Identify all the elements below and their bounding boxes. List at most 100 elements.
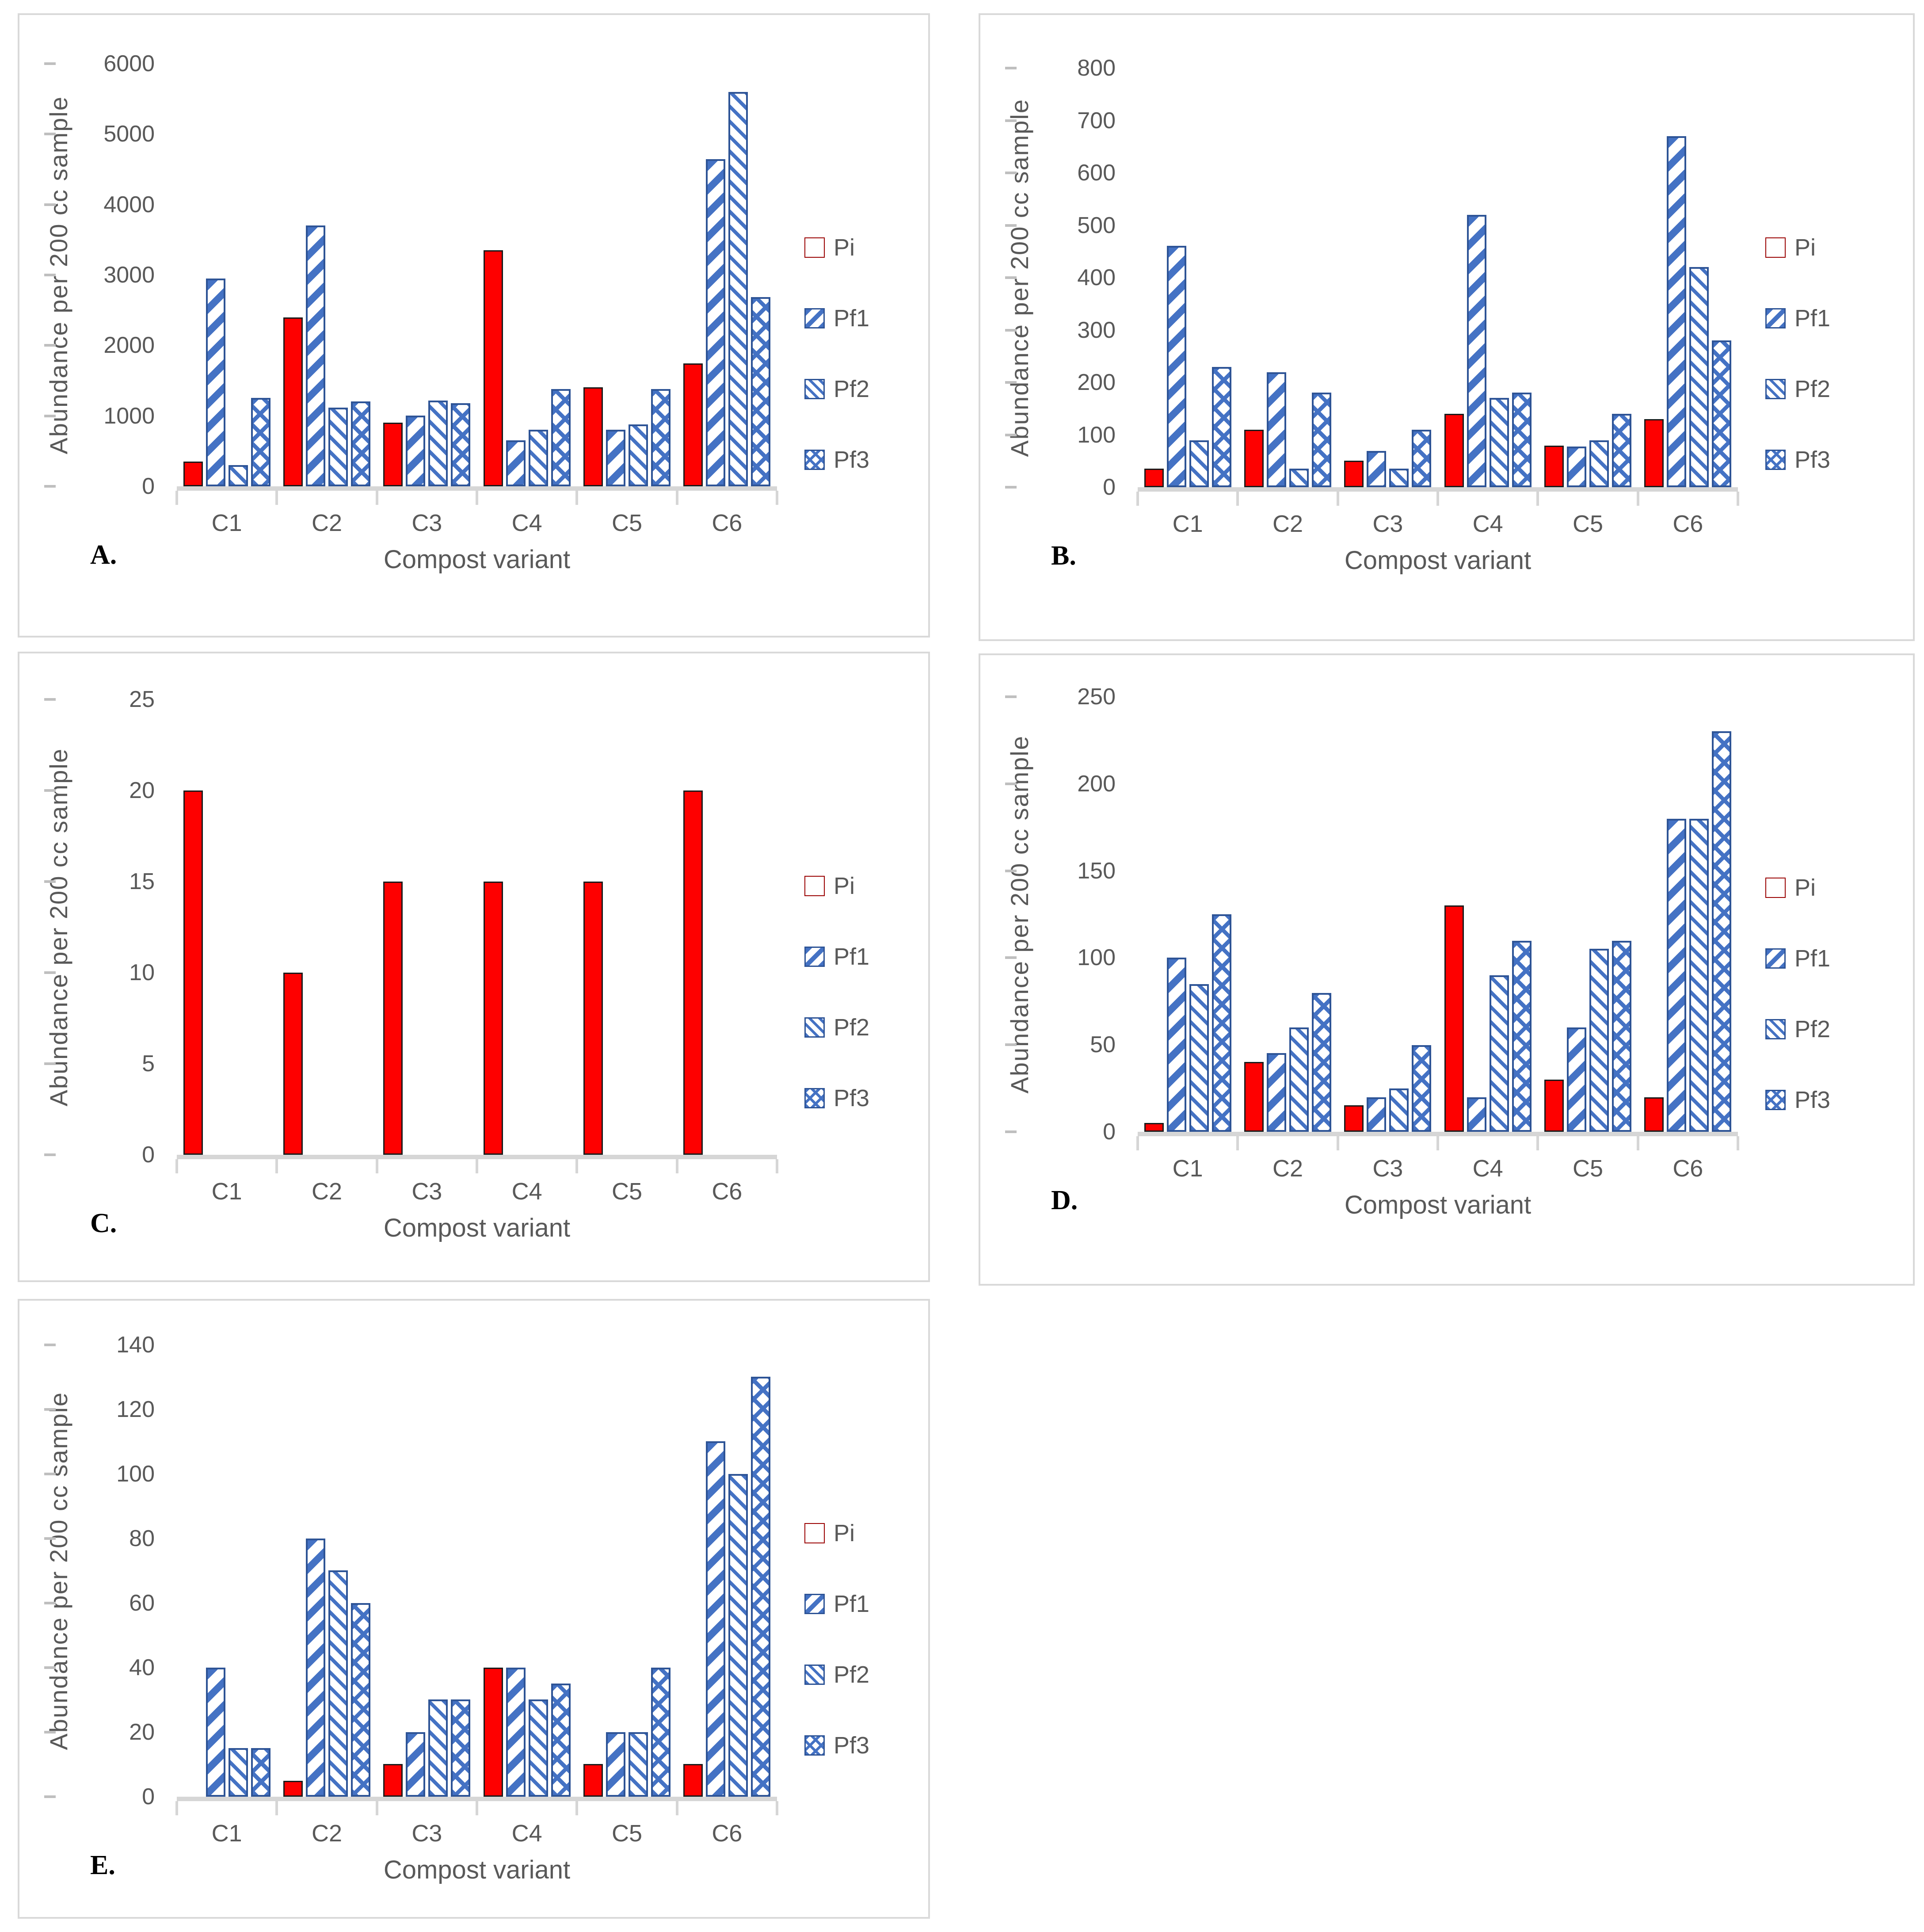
bar-pi-c3 [1344, 461, 1364, 487]
y-tick-label: 6000 [103, 51, 155, 76]
y-tick-label: 500 [1077, 212, 1116, 238]
legend-swatch-pf3-icon [1765, 450, 1786, 470]
x-axis-title: Compost variant [1344, 1191, 1532, 1219]
legend-item-pf1: Pf1 [804, 1591, 869, 1617]
x-axis-tick [1136, 492, 1139, 506]
bar-pf2-c5 [1589, 949, 1609, 1132]
bar-pf3-c4 [1512, 393, 1532, 487]
panel-letter: C. [90, 1208, 117, 1238]
y-tick-mark [1005, 119, 1017, 122]
legend-label: Pf2 [1794, 376, 1831, 402]
x-axis-tick [776, 1159, 778, 1173]
bar-pf3-c2 [351, 1603, 370, 1797]
x-axis-tick [675, 491, 678, 505]
y-tick-mark [44, 344, 56, 347]
x-axis-title: Compost variant [383, 1214, 571, 1242]
y-tick-label: 100 [116, 1461, 155, 1487]
bar-pf1-c3 [1367, 1097, 1387, 1132]
x-axis-tick [275, 1159, 278, 1173]
legend-item-pf3: Pf3 [1765, 1087, 1830, 1113]
x-category-label: C2 [1272, 511, 1303, 537]
legend-label: Pf3 [834, 447, 870, 473]
x-axis-tick [375, 491, 378, 505]
y-tick-mark [44, 1795, 56, 1798]
bar-pf2-c4 [1489, 398, 1509, 487]
y-tick-mark [1005, 224, 1017, 227]
legend-swatch-pf1-icon [804, 947, 825, 967]
chart-panel-b: Abundance per 200 cc sample 0 100 200 300 400… [979, 13, 1915, 641]
y-tick-label: 25 [129, 687, 155, 712]
bar-pf3-c5 [651, 389, 671, 486]
chart-panel-e: Abundance per 200 cc sample 0 20 40 60 80 100 1… [18, 1299, 930, 1919]
y-tick-mark [44, 1408, 56, 1411]
y-tick-label: 0 [1103, 474, 1116, 500]
x-category-label: C6 [1673, 511, 1703, 537]
legend: Pi Pf1 Pf2 Pf3 [804, 873, 937, 1129]
legend-label: Pf2 [834, 376, 870, 402]
bar-pf2-c3 [428, 401, 448, 486]
x-category-label: C2 [311, 510, 343, 536]
bar-pi-c6 [683, 363, 703, 486]
bar-pf2-c2 [328, 408, 348, 486]
x-category-label: C1 [1172, 1155, 1203, 1182]
legend-label: Pf1 [1794, 305, 1831, 332]
panel-letter: B. [1051, 541, 1076, 571]
legend-swatch-pf2-icon [804, 1017, 825, 1038]
legend-swatch-pf3-icon [804, 450, 825, 470]
panel-letter: A. [90, 540, 117, 570]
y-tick-mark [44, 1537, 56, 1540]
bar-pf2-c2 [1289, 469, 1309, 487]
bar-pi-c5 [1544, 1080, 1564, 1132]
y-tick-mark [44, 203, 56, 206]
legend: Pi Pf1 Pf2 Pf3 [804, 234, 937, 491]
y-tick-label: 80 [129, 1526, 155, 1551]
legend-label: Pf2 [1794, 1016, 1831, 1042]
bar-pf3-c3 [1412, 1045, 1432, 1132]
x-axis-tick [675, 1801, 678, 1815]
y-tick-label: 0 [142, 473, 155, 499]
y-tick-mark [1005, 869, 1017, 872]
y-tick-mark [44, 880, 56, 883]
y-tick-mark [44, 1344, 56, 1346]
bar-pi-c4 [1444, 414, 1464, 487]
bar-pf3-c6 [1712, 731, 1732, 1132]
bar-pf3-c1 [1212, 367, 1231, 487]
legend-swatch-pf3-icon [804, 1088, 825, 1108]
legend-item-pi: Pi [1765, 234, 1816, 261]
legend-swatch-pf2-icon [804, 379, 825, 399]
bar-pi-c2 [283, 973, 303, 1155]
legend-item-pf1: Pf1 [1765, 945, 1830, 972]
bar-pf2-c6 [1689, 267, 1709, 487]
bar-pf3-c5 [1612, 414, 1631, 487]
y-tick-mark [1005, 1130, 1017, 1133]
y-tick-label: 4000 [103, 191, 155, 218]
y-tick-mark [1005, 381, 1017, 384]
bar-pf1-c2 [306, 1539, 325, 1797]
y-axis-title: Abundance per 200 cc sample [1002, 697, 1037, 1132]
bar-pf3-c5 [1612, 941, 1631, 1132]
legend: Pi Pf1 Pf2 Pf3 [1765, 874, 1898, 1131]
legend-label: Pf3 [1794, 447, 1831, 473]
y-tick-label: 700 [1077, 107, 1116, 134]
bar-pf2-c2 [1289, 1027, 1309, 1132]
y-tick-label: 60 [129, 1590, 155, 1616]
y-tick-mark [44, 62, 56, 65]
legend-swatch-pi-icon [1765, 237, 1786, 258]
x-axis-tick [1536, 1136, 1539, 1150]
bar-pf1-c4 [506, 440, 526, 486]
bar-pf1-c1 [1166, 246, 1186, 487]
x-axis-tick [1737, 1136, 1739, 1150]
x-axis-tick [776, 491, 778, 505]
bar-pf3-c3 [1412, 430, 1432, 487]
y-tick-mark [1005, 172, 1017, 174]
y-tick-label: 0 [1103, 1119, 1116, 1145]
legend-swatch-pf1-icon [1765, 308, 1786, 328]
y-tick-label: 800 [1077, 55, 1116, 81]
bar-pi-c4 [483, 1668, 503, 1797]
bar-pi-c5 [583, 882, 603, 1155]
y-tick-label: 200 [1077, 370, 1116, 395]
x-category-label: C4 [511, 510, 542, 536]
bar-pi-c4 [483, 882, 503, 1155]
bar-pf2-c3 [1389, 1088, 1409, 1132]
